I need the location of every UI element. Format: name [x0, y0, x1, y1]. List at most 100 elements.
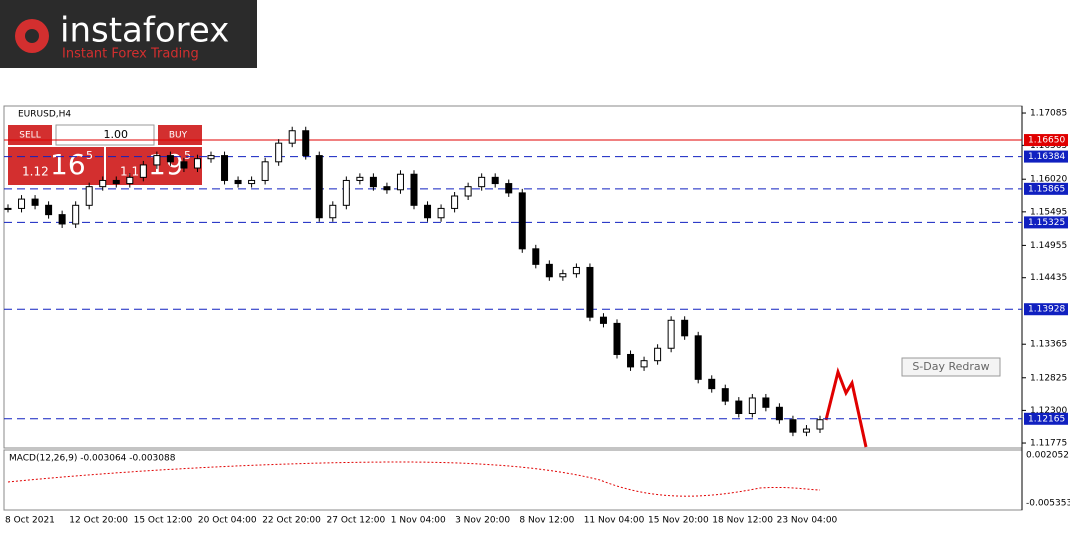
candle — [816, 419, 824, 430]
candle — [464, 186, 472, 197]
candle — [708, 378, 716, 390]
x-tick-label: 15 Oct 12:00 — [134, 516, 193, 526]
candle — [491, 176, 499, 185]
buy-frac: 5 — [184, 149, 191, 162]
candle — [315, 155, 323, 219]
price-mark-bg — [1024, 303, 1068, 316]
candle — [288, 130, 296, 144]
candle — [45, 204, 53, 216]
candle — [613, 322, 621, 355]
candle — [180, 161, 188, 169]
candle — [396, 173, 404, 191]
candle — [505, 183, 513, 194]
candle — [518, 192, 526, 250]
price-mark-label: 1.12165 — [1028, 414, 1065, 424]
candle — [126, 176, 134, 185]
price-mark-label: 1.13928 — [1028, 305, 1065, 315]
price-mark-bg — [1024, 182, 1068, 195]
trade-panel: SELL 1.00 BUY 1.12 16 5 1.12 19 5 — [8, 124, 202, 185]
y-tick-label: 1.17085 — [1030, 109, 1067, 119]
candle — [31, 198, 39, 206]
candle — [85, 186, 93, 206]
x-tick-label: 23 Nov 04:00 — [777, 516, 838, 526]
x-tick-label: 12 Oct 20:00 — [69, 516, 128, 526]
symbol: EURUSD,H4 — [18, 110, 71, 120]
candle — [451, 195, 459, 209]
x-tick-label: 18 Nov 12:00 — [712, 516, 773, 526]
candle — [302, 130, 310, 157]
candle — [721, 388, 729, 402]
candle — [261, 161, 269, 181]
candle — [275, 142, 283, 163]
candle — [166, 155, 174, 163]
x-tick-label: 22 Oct 20:00 — [262, 516, 321, 526]
candle — [193, 158, 201, 169]
x-tick-label: 3 Nov 20:00 — [455, 516, 510, 526]
candle — [762, 397, 770, 408]
logo: instaforex — [60, 11, 229, 51]
candle — [627, 353, 635, 368]
candle — [410, 173, 418, 206]
y-tick-label: 1.16020 — [1030, 175, 1067, 185]
candle — [640, 360, 648, 368]
price-mark-bg — [1024, 134, 1068, 147]
candle — [789, 419, 797, 433]
redraw-button[interactable] — [901, 357, 1001, 377]
y-tick-label: 1.13365 — [1030, 340, 1067, 350]
x-tick-label: 15 Nov 20:00 — [648, 516, 709, 526]
candle — [356, 176, 364, 181]
tagline: Instant Forex Trading — [62, 47, 199, 62]
x-tick-label: 8 Nov 12:00 — [519, 516, 574, 526]
candle — [586, 266, 594, 318]
candle — [207, 155, 215, 160]
candle — [329, 204, 337, 219]
candle — [18, 198, 26, 209]
macd-signal — [7, 461, 821, 497]
candle — [681, 319, 689, 337]
candle — [72, 204, 80, 225]
redraw-label: S-Day Redraw — [912, 360, 989, 373]
sell-label: SELL — [19, 131, 40, 141]
forecast-arrow — [824, 367, 868, 448]
candle — [139, 164, 147, 178]
candle — [153, 155, 161, 166]
candle — [735, 400, 743, 415]
candle — [248, 179, 256, 185]
lot-value: 1.00 — [104, 128, 129, 141]
price-mark-label: 1.16384 — [1028, 152, 1065, 162]
candle — [559, 273, 567, 278]
y-tick-label: 1.12300 — [1030, 406, 1067, 416]
sell-big: 1.12 — [22, 165, 49, 179]
candle — [478, 176, 486, 188]
candle — [775, 406, 783, 421]
candle — [342, 179, 350, 206]
candle — [369, 176, 377, 188]
candle — [532, 248, 540, 265]
candle — [221, 155, 229, 181]
sell-pips: 16 — [50, 148, 86, 181]
x-tick-label: 11 Nov 04:00 — [584, 516, 645, 526]
candle — [4, 207, 12, 210]
price-mark-label: 1.15325 — [1028, 218, 1065, 228]
buy-label: BUY — [169, 131, 188, 141]
logo-gear-hole — [25, 29, 39, 43]
price-mark-bg — [1024, 412, 1068, 425]
y-tick-label: 1.14955 — [1030, 241, 1067, 251]
candle — [383, 186, 391, 191]
buy-pips: 19 — [148, 148, 184, 181]
y-tick-label: 1.14435 — [1030, 273, 1067, 283]
candle — [694, 335, 702, 380]
y-tick-label: 1.12825 — [1030, 373, 1067, 383]
y-tick-label: 1.15495 — [1030, 207, 1067, 217]
x-tick-label: 20 Oct 04:00 — [198, 516, 257, 526]
x-tick-label: 27 Oct 12:00 — [327, 516, 386, 526]
sell-frac: 5 — [86, 149, 93, 162]
sell-price[interactable] — [8, 147, 104, 185]
candle — [748, 397, 756, 415]
candle — [545, 263, 553, 278]
candle — [572, 266, 580, 275]
macd-title: MACD(12,26,9) -0.003064 -0.003088 — [9, 454, 176, 464]
candle — [424, 204, 432, 219]
price-mark-label: 1.16650 — [1028, 136, 1065, 146]
